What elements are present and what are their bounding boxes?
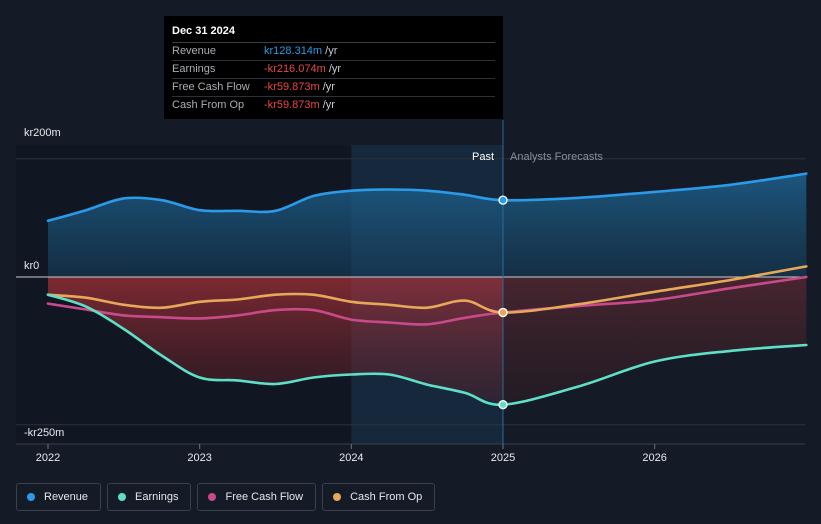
legend: Revenue Earnings Free Cash Flow Cash From O… [16, 483, 436, 511]
tooltip-row: Revenue kr128.314m /yr [172, 43, 495, 61]
tooltip-row-value: kr128.314m /yr [264, 45, 338, 57]
revenue-line [46, 172, 808, 223]
x-tick-label: 2025 [491, 452, 515, 464]
earnings-line [46, 293, 808, 407]
tooltip-date: Dec 31 2024 [172, 22, 495, 43]
cash-from-op-marker [498, 307, 508, 318]
tooltip-row-value: -kr59.873m /yr [264, 81, 335, 93]
legend-item-free-cash-flow[interactable]: Free Cash Flow [197, 483, 317, 511]
free-cash-flow-line [46, 275, 808, 326]
legend-dot-icon [333, 493, 342, 501]
tooltip-row-label: Earnings [172, 63, 216, 75]
forecast-label: Analysts Forecasts [510, 151, 603, 163]
earnings-marker [498, 400, 508, 410]
legend-label: Free Cash Flow [225, 491, 304, 503]
y-tick-label: -kr250m [24, 427, 64, 439]
legend-label: Cash From Op [350, 491, 423, 503]
tooltip-row-label: Cash From Op [172, 99, 245, 111]
y-tick-label: kr200m [24, 127, 61, 139]
y-tick-label: kr0 [24, 260, 39, 272]
x-tick-label: 2026 [642, 452, 666, 464]
legend-item-earnings[interactable]: Earnings [107, 483, 192, 511]
tooltip-row-label: Revenue [172, 45, 217, 57]
x-tick-label: 2022 [36, 452, 60, 464]
legend-dot-icon [118, 493, 127, 501]
tooltip-row-value: -kr216.074m /yr [264, 63, 342, 75]
earnings-area-forecast [503, 277, 807, 405]
cash-from-op-line [46, 265, 808, 314]
tooltip-row: Earnings -kr216.074m /yr [172, 61, 495, 79]
tooltip: Dec 31 2024 Revenue kr128.314m /yr Earning… [164, 16, 503, 119]
tooltip-row-value: -kr59.873m /yr [264, 99, 335, 111]
legend-item-revenue[interactable]: Revenue [16, 483, 102, 511]
x-tick-label: 2024 [339, 452, 363, 464]
tooltip-row: Free Cash Flow -kr59.873m /yr [172, 79, 495, 97]
x-tick-label: 2023 [187, 452, 211, 464]
past-label: Past [472, 151, 494, 163]
legend-item-cash-from-op[interactable]: Cash From Op [322, 483, 436, 511]
legend-label: Earnings [135, 491, 179, 503]
tooltip-row-label: Free Cash Flow [172, 81, 250, 93]
revenue-area [48, 173, 807, 277]
legend-dot-icon [208, 493, 217, 501]
legend-label: Revenue [44, 491, 89, 503]
tooltip-row: Cash From Op -kr59.873m /yr [172, 97, 495, 114]
legend-dot-icon [27, 493, 35, 501]
revenue-marker [498, 195, 508, 205]
